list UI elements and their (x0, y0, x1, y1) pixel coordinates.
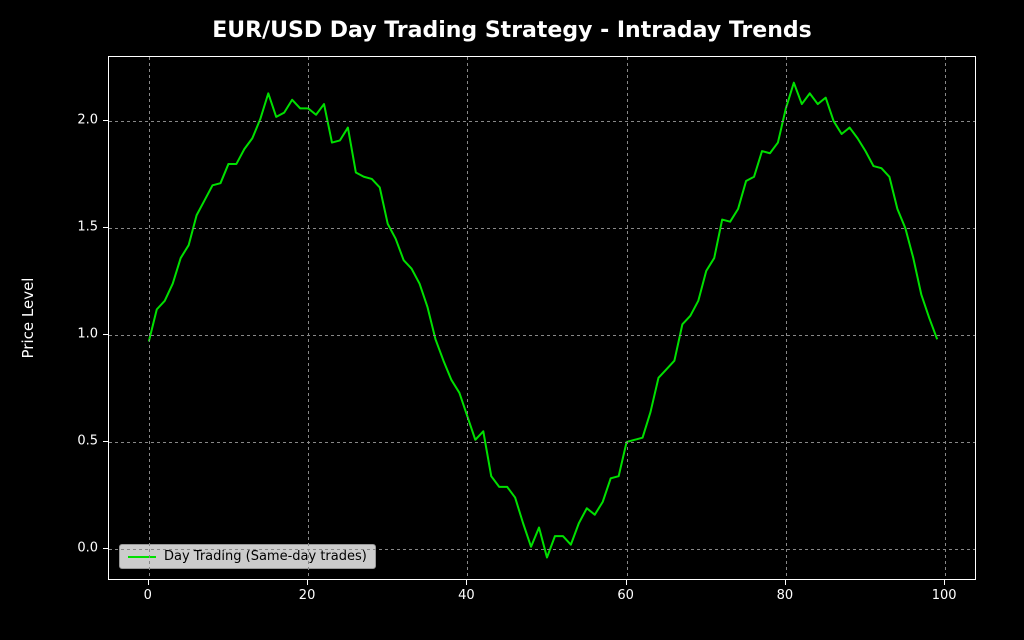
x-tick (944, 580, 945, 585)
y-tick (103, 441, 108, 442)
grid-line-vertical (308, 57, 309, 579)
legend: Day Trading (Same-day trades) (119, 544, 376, 569)
x-tick (466, 580, 467, 585)
y-tick-label: 2.0 (68, 113, 98, 128)
grid-line-horizontal (109, 442, 975, 443)
y-tick (103, 548, 108, 549)
chart-root: EUR/USD Day Trading Strategy - Intraday … (0, 0, 1024, 640)
line-series (109, 57, 977, 581)
grid-line-horizontal (109, 549, 975, 550)
x-tick-label: 80 (777, 588, 794, 603)
x-tick-label: 60 (617, 588, 634, 603)
grid-line-horizontal (109, 121, 975, 122)
x-tick-label: 20 (299, 588, 316, 603)
grid-line-vertical (149, 57, 150, 579)
chart-title: EUR/USD Day Trading Strategy - Intraday … (0, 18, 1024, 43)
legend-label: Day Trading (Same-day trades) (164, 549, 367, 564)
grid-line-vertical (786, 57, 787, 579)
y-tick-label: 0.0 (68, 540, 98, 555)
plot-area: Day Trading (Same-day trades) (108, 56, 976, 580)
grid-line-vertical (467, 57, 468, 579)
y-axis-label: Price Level (19, 278, 37, 359)
y-tick (103, 227, 108, 228)
x-tick (626, 580, 627, 585)
grid-line-horizontal (109, 335, 975, 336)
x-tick (307, 580, 308, 585)
x-tick-label: 40 (458, 588, 475, 603)
y-tick-label: 1.0 (68, 327, 98, 342)
grid-line-vertical (627, 57, 628, 579)
x-tick (148, 580, 149, 585)
legend-line-marker (128, 556, 156, 558)
grid-line-vertical (945, 57, 946, 579)
y-tick-label: 0.5 (68, 433, 98, 448)
y-tick (103, 120, 108, 121)
grid-line-horizontal (109, 228, 975, 229)
price-line (149, 83, 937, 558)
x-tick-label: 0 (144, 588, 152, 603)
x-tick-label: 100 (932, 588, 957, 603)
x-tick (785, 580, 786, 585)
y-tick (103, 334, 108, 335)
y-tick-label: 1.5 (68, 220, 98, 235)
